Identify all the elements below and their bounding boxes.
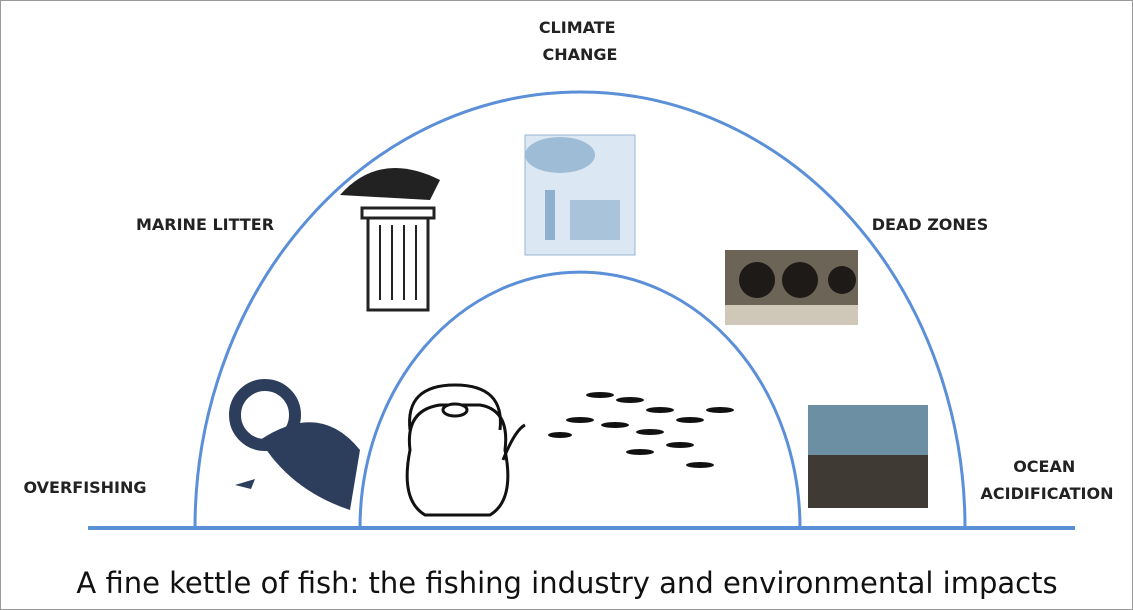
label-overfishing: OVERFISHING xyxy=(23,478,146,497)
label-line: CLIMATE xyxy=(539,18,616,37)
label-line: OCEAN xyxy=(1013,457,1075,476)
label-line: ACIDIFICATION xyxy=(981,484,1114,503)
label-dead-zones: DEAD ZONES xyxy=(872,215,989,234)
label-marine-litter: MARINE LITTER xyxy=(136,215,274,234)
fish-school-icon xyxy=(548,392,734,468)
diagram: CLIMATE CHANGE MARINE LITTER DEAD ZONES … xyxy=(0,0,1133,610)
ocean-photo xyxy=(808,405,928,508)
trash-icon xyxy=(340,168,440,310)
factory-icon xyxy=(525,135,635,255)
label-line: CHANGE xyxy=(543,45,618,64)
kettle-icon xyxy=(407,385,525,515)
page: CLIMATE CHANGE MARINE LITTER DEAD ZONES … xyxy=(0,0,1133,610)
pipes-icon xyxy=(725,250,858,325)
label-ocean-acidification: OCEAN ACIDIFICATION xyxy=(981,457,1114,503)
net-icon xyxy=(235,385,360,510)
caption: A fine kettle of fish: the fishing indus… xyxy=(76,566,1057,600)
label-climate-change: CLIMATE CHANGE xyxy=(539,18,621,64)
